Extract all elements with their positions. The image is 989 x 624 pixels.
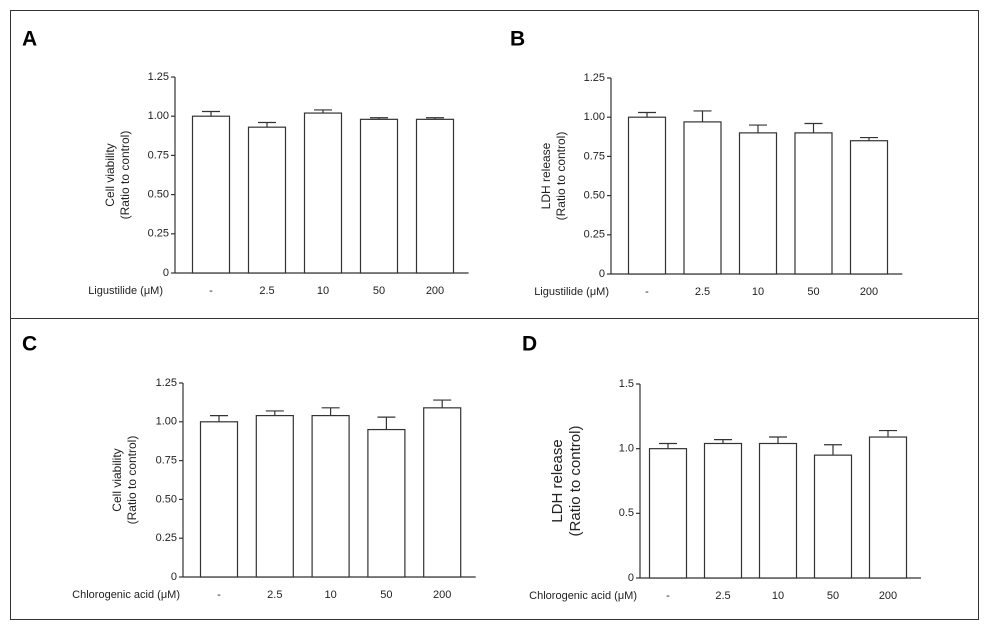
x-tick-label: 10 [772, 590, 784, 602]
y-tick-label: 1.0 [619, 443, 634, 455]
y-axis-label: LDH release [539, 142, 553, 209]
x-tick-label: 200 [860, 286, 878, 298]
y-tick-label: 0 [171, 571, 177, 583]
bar [311, 414, 350, 578]
x-axis-label: Chlorogenic acid (μM) [529, 590, 637, 602]
bar [359, 118, 399, 274]
x-tick-label: 2.5 [267, 589, 282, 601]
x-tick-label: 200 [879, 590, 897, 602]
y-tick-label: 0.75 [148, 149, 169, 161]
y-tick-label: 0.25 [148, 228, 169, 240]
y-tick-label: 0.75 [156, 455, 177, 467]
y-tick-label: 1.25 [584, 72, 605, 84]
x-tick-label: 10 [324, 589, 336, 601]
bar [191, 115, 231, 274]
y-tick-label: 0.50 [584, 190, 605, 202]
y-tick-label: 1.25 [156, 377, 177, 389]
x-tick-label: 200 [433, 589, 451, 601]
y-tick-label: 1.25 [148, 71, 169, 83]
y-tick-label: 0 [163, 267, 169, 279]
panel-label: A [22, 28, 37, 51]
bar [255, 414, 294, 578]
x-tick-label: 2.5 [695, 286, 710, 298]
y-tick-label: 1.00 [584, 111, 605, 123]
bar [868, 436, 908, 579]
bar [415, 118, 455, 274]
bar [367, 428, 406, 578]
y-tick-label: 0.25 [156, 532, 177, 544]
y-tick-label: 1.5 [619, 378, 634, 390]
x-tick-label: 50 [827, 590, 839, 602]
panel-label: B [510, 28, 525, 51]
bar [423, 407, 462, 578]
x-tick-label: - [645, 286, 649, 298]
bar [247, 126, 287, 274]
bar [849, 140, 889, 275]
y-tick-label: 0.5 [619, 507, 634, 519]
x-axis-label: Ligustilide (μM) [534, 286, 609, 298]
y-axis-label: (Ratio to control) [118, 131, 132, 220]
bar [648, 448, 688, 579]
x-tick-label: 50 [380, 589, 392, 601]
panel-label: C [22, 333, 37, 356]
bar [738, 132, 778, 275]
x-tick-label: 50 [373, 285, 385, 297]
bar [703, 442, 743, 579]
panel-label: D [522, 333, 537, 356]
y-axis-label: Cell viability [110, 448, 124, 511]
x-tick-label: - [666, 590, 670, 602]
x-axis-label: Chlorogenic acid (μM) [72, 589, 180, 601]
bar [303, 112, 343, 274]
y-axis-label: (Ratio to control) [567, 426, 584, 537]
y-tick-label: 0.50 [148, 189, 169, 201]
x-tick-label: 2.5 [715, 590, 730, 602]
x-tick-label: 10 [317, 285, 329, 297]
x-tick-label: - [209, 285, 213, 297]
x-tick-label: 50 [807, 286, 819, 298]
y-tick-label: 0 [628, 572, 634, 584]
y-axis-label: (Ratio to control) [554, 132, 568, 221]
x-tick-label: 200 [426, 285, 444, 297]
y-axis-label: LDH release [549, 439, 566, 522]
bar [627, 116, 667, 275]
x-tick-label: 2.5 [259, 285, 274, 297]
y-axis-label: (Ratio to control) [125, 436, 139, 525]
x-tick-label: - [217, 589, 221, 601]
y-tick-label: 1.00 [148, 110, 169, 122]
y-tick-label: 0.25 [584, 229, 605, 241]
y-axis-label: Cell viability [103, 143, 117, 206]
y-tick-label: 1.00 [156, 416, 177, 428]
bar [758, 442, 798, 579]
y-tick-label: 0.75 [584, 150, 605, 162]
x-axis-label: Ligustilide (μM) [88, 285, 163, 297]
x-tick-label: 10 [752, 286, 764, 298]
bar [683, 121, 722, 275]
y-tick-label: 0 [599, 268, 605, 280]
y-tick-label: 0.50 [156, 493, 177, 505]
bar [794, 132, 833, 275]
bar [813, 454, 853, 579]
frame [10, 10, 979, 620]
bar [199, 421, 239, 578]
